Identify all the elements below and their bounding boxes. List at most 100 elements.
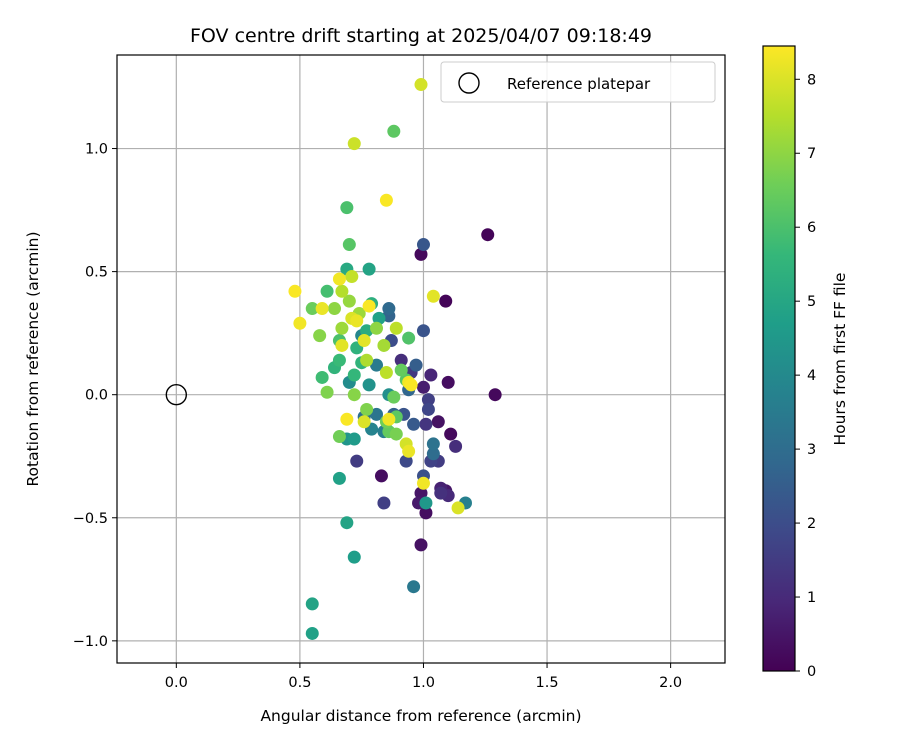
y-tick-label: −1.0 <box>73 634 108 650</box>
data-point <box>335 321 349 335</box>
data-point <box>407 580 421 594</box>
data-point <box>431 415 445 429</box>
plot-frame <box>116 54 726 664</box>
data-point <box>399 454 413 468</box>
data-point <box>347 432 361 446</box>
colorbar-tick-label: 3 <box>807 442 816 458</box>
data-point <box>335 284 349 298</box>
data-point <box>419 506 433 520</box>
data-point <box>402 444 416 458</box>
data-point <box>347 388 361 402</box>
data-point <box>342 294 356 308</box>
data-point <box>340 516 354 530</box>
data-point <box>416 476 430 490</box>
y-tick-label: 0.5 <box>85 265 108 281</box>
data-point <box>335 338 349 352</box>
data-point <box>315 302 329 316</box>
colorbar-gradient <box>763 46 795 671</box>
data-point <box>416 238 430 252</box>
data-point <box>387 124 401 138</box>
data-point <box>377 338 391 352</box>
data-point <box>313 329 327 343</box>
data-point <box>350 454 364 468</box>
data-point <box>416 324 430 338</box>
data-point <box>451 501 465 515</box>
data-point <box>340 412 354 426</box>
data-point <box>347 550 361 564</box>
data-point <box>426 447 440 461</box>
data-point <box>414 538 428 552</box>
data-point <box>372 311 386 325</box>
data-point <box>441 375 455 389</box>
data-point <box>402 331 416 345</box>
data-point <box>414 78 428 92</box>
data-point <box>374 469 388 483</box>
data-point <box>370 407 384 421</box>
data-point <box>305 302 319 316</box>
data-point <box>362 299 376 313</box>
colorbar: 0 1 2 3 4 5 6 7 8 Hours from first FF file <box>762 45 849 680</box>
data-point <box>449 439 463 453</box>
data-point <box>382 412 396 426</box>
data-point <box>379 366 393 380</box>
data-point <box>488 388 502 402</box>
data-point <box>370 358 384 372</box>
colorbar-tick-label: 7 <box>807 146 816 162</box>
x-axis-ticks: 0.0 0.5 1.0 1.5 2.0 <box>165 663 682 691</box>
data-point <box>389 427 403 441</box>
data-point <box>305 626 319 640</box>
data-point <box>404 378 418 392</box>
colorbar-frame <box>762 45 796 672</box>
data-point <box>320 385 334 399</box>
data-point <box>347 368 361 382</box>
data-points <box>288 78 502 640</box>
data-point <box>332 471 346 485</box>
data-point <box>481 228 495 242</box>
x-tick-label: 1.0 <box>412 675 435 691</box>
data-point <box>424 368 438 382</box>
data-point <box>370 321 384 335</box>
data-point <box>357 334 371 348</box>
data-point <box>332 272 346 286</box>
colorbar-title: Hours from first FF file <box>831 273 849 446</box>
x-tick-label: 0.5 <box>288 675 311 691</box>
y-axis-ticks: −1.0 −0.5 0.0 0.5 1.0 <box>73 142 117 650</box>
reference-marker-layer <box>165 383 188 406</box>
colorbar-tick-label: 1 <box>807 590 816 606</box>
data-point <box>389 321 403 335</box>
data-point <box>342 238 356 252</box>
legend-box <box>440 61 716 103</box>
colorbar-tick-label: 2 <box>807 516 816 532</box>
colorbar-tick-label: 4 <box>807 368 816 384</box>
data-point <box>394 363 408 377</box>
data-point <box>377 496 391 510</box>
chart-title: FOV centre drift starting at 2025/04/07 … <box>190 25 652 47</box>
data-point <box>382 302 396 316</box>
data-point <box>414 486 428 500</box>
data-point <box>320 284 334 298</box>
data-point <box>350 314 364 328</box>
colorbar-ticks: 0 1 2 3 4 5 6 7 8 <box>795 72 816 680</box>
data-point <box>293 316 307 330</box>
y-tick-label: 1.0 <box>85 142 108 158</box>
colorbar-tick-label: 8 <box>807 72 816 88</box>
data-point <box>421 393 435 407</box>
data-point <box>416 380 430 394</box>
data-point <box>426 437 440 451</box>
data-point <box>345 270 359 284</box>
y-tick-label: 0.0 <box>85 388 108 404</box>
data-point <box>379 193 393 207</box>
legend-label-reference-platepar: Reference platepar <box>507 75 651 93</box>
colorbar-tick-label: 5 <box>807 294 816 310</box>
colorbar-tick-label: 6 <box>807 220 816 236</box>
x-tick-label: 1.5 <box>536 675 559 691</box>
x-axis-title: Angular distance from reference (arcmin) <box>260 707 581 725</box>
data-point <box>332 353 346 367</box>
data-point <box>419 417 433 431</box>
x-tick-label: 2.0 <box>659 675 682 691</box>
data-point <box>305 597 319 611</box>
grid-lines <box>117 55 725 663</box>
data-point <box>360 353 374 367</box>
data-point <box>332 430 346 444</box>
